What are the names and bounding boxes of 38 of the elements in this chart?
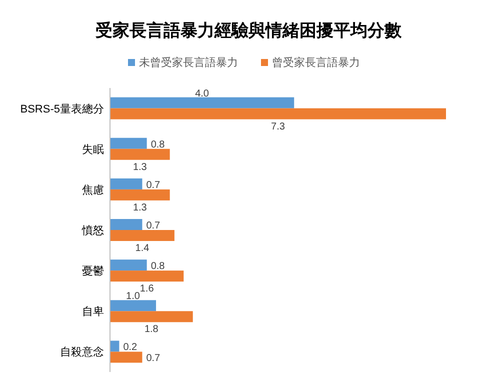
data-label: 0.8 [150,261,166,272]
bar [110,352,142,363]
y-tick-label: 憤怒 [81,224,104,237]
bar [110,148,170,160]
bar [110,300,156,312]
data-label: 4.0 [195,88,210,100]
data-label: 0.7 [146,353,161,364]
bar [110,340,120,352]
bar [110,230,174,241]
y-tick-label: 焦慮 [82,183,104,196]
bar [110,178,142,190]
data-label: 1.0 [126,291,140,302]
data-label: 0.2 [123,342,138,354]
data-label: 1.8 [144,324,159,336]
y-tick-label: 失眠 [82,142,104,156]
data-label: 1.3 [132,162,148,173]
bar [110,311,193,322]
bar [110,219,142,230]
data-label: 0.8 [150,139,166,150]
data-label: 1.4 [135,243,150,254]
bar [110,138,147,149]
chart-title: 受家長言語暴力經驗與情緒困擾平均分數 [96,21,402,40]
bar [110,270,184,282]
data-label: 0.7 [146,220,161,232]
bar [110,189,170,200]
legend-label: 未曾受家長言語暴力 [139,56,238,69]
data-label: 1.6 [140,284,154,295]
y-tick-label: 自卑 [82,306,104,318]
legend-label: 曾受家長言語暴力 [272,56,360,69]
bar [110,97,294,108]
data-label: 7.3 [271,121,286,132]
y-tick-label: 自殺意念 [60,346,104,359]
y-tick-label: BSRS-5量表總分 [20,102,104,116]
bar [110,260,147,271]
bar [110,108,446,120]
data-label: 1.3 [132,202,148,214]
y-tick-label: 憂鬱 [82,264,104,278]
data-label: 0.7 [146,180,161,191]
